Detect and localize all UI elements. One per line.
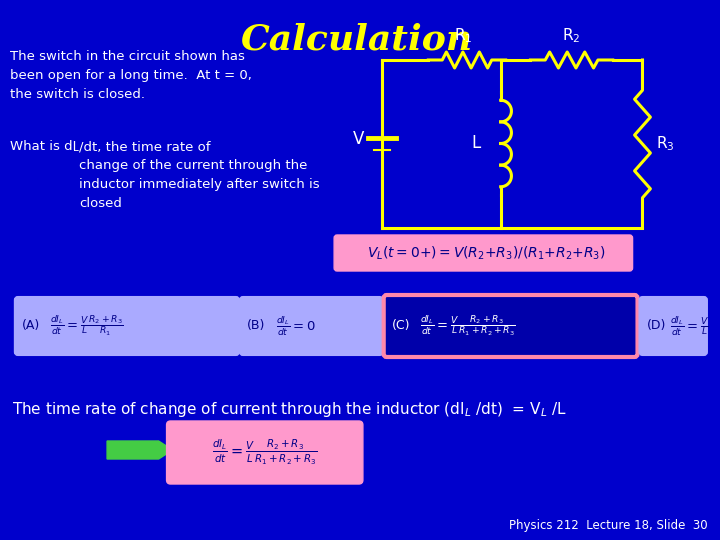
Text: Calculation: Calculation bbox=[241, 22, 473, 56]
Text: $\frac{dI_L}{dt} = \frac{V}{L}$: $\frac{dI_L}{dt} = \frac{V}{L}$ bbox=[670, 314, 709, 338]
Text: The switch in the circuit shown has
been open for a long time.  At t = 0,
the sw: The switch in the circuit shown has been… bbox=[10, 50, 252, 101]
Text: $V_L(t{=}0{+}) = V(R_2{+}R_3)/(R_1{+}R_2{+}R_3)$: $V_L(t{=}0{+}) = V(R_2{+}R_3)/(R_1{+}R_2… bbox=[366, 244, 605, 262]
FancyBboxPatch shape bbox=[639, 297, 707, 355]
FancyBboxPatch shape bbox=[240, 297, 383, 355]
FancyBboxPatch shape bbox=[384, 295, 637, 357]
Text: (C): (C) bbox=[392, 320, 410, 333]
FancyArrow shape bbox=[107, 441, 173, 459]
Text: L: L bbox=[472, 134, 481, 152]
FancyBboxPatch shape bbox=[334, 235, 633, 271]
Text: $\frac{dI_L}{dt} = \frac{V}{L}\frac{R_2+R_3}{R_1+R_2+R_3}$: $\frac{dI_L}{dt} = \frac{V}{L}\frac{R_2+… bbox=[420, 314, 516, 338]
Text: Physics 212  Lecture 18, Slide  30: Physics 212 Lecture 18, Slide 30 bbox=[509, 519, 708, 532]
Text: V: V bbox=[353, 130, 364, 148]
FancyBboxPatch shape bbox=[15, 297, 239, 355]
Text: $\frac{dI_L}{dt} = \frac{V}{L}\frac{R_2+R_3}{R_1+R_2+R_3}$: $\frac{dI_L}{dt} = \frac{V}{L}\frac{R_2+… bbox=[212, 438, 318, 467]
Text: (A): (A) bbox=[22, 320, 40, 333]
Text: $\frac{dI_L}{dt} = 0$: $\frac{dI_L}{dt} = 0$ bbox=[276, 314, 315, 338]
Text: R$_1$: R$_1$ bbox=[454, 26, 472, 45]
Text: $\frac{dI_L}{dt} = \frac{V}{L}\frac{R_2+R_3}{R_1}$: $\frac{dI_L}{dt} = \frac{V}{L}\frac{R_2+… bbox=[50, 314, 123, 338]
Text: L: L bbox=[73, 143, 79, 153]
Text: What is dI: What is dI bbox=[10, 140, 76, 153]
Text: (D): (D) bbox=[647, 320, 666, 333]
Text: R$_2$: R$_2$ bbox=[562, 26, 580, 45]
Text: (B): (B) bbox=[247, 320, 265, 333]
Text: /dt, the time rate of
change of the current through the
inductor immediately aft: /dt, the time rate of change of the curr… bbox=[79, 140, 320, 210]
FancyBboxPatch shape bbox=[166, 421, 363, 484]
Text: The time rate of change of current through the inductor (dI$_L$ /dt)  = V$_L$ /L: The time rate of change of current throu… bbox=[12, 400, 567, 419]
Text: R$_3$: R$_3$ bbox=[657, 134, 675, 153]
